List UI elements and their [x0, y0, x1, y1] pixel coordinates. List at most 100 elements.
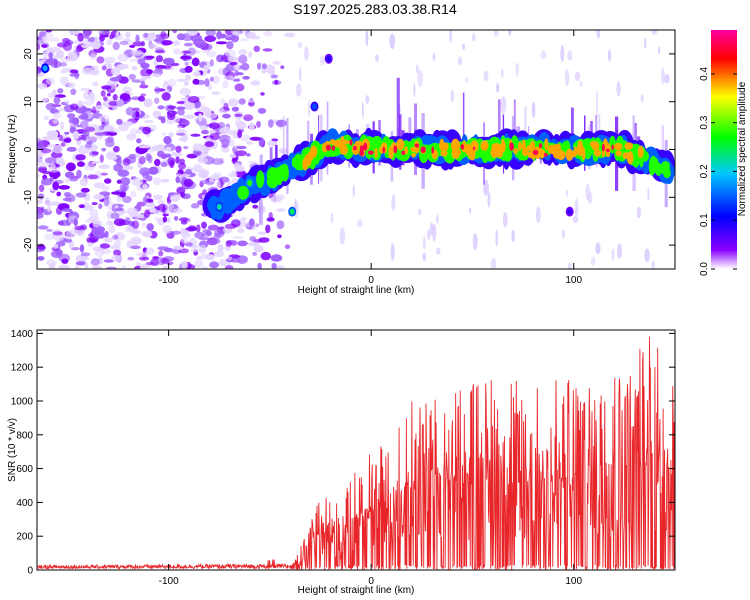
- noise-speck: [47, 144, 56, 148]
- noise-speck: [661, 67, 665, 85]
- ridge-blob: [589, 141, 599, 148]
- noise-speck: [46, 202, 53, 207]
- noise-speck: [161, 132, 167, 136]
- noise-speck: [209, 132, 220, 141]
- noise-speck: [157, 246, 170, 251]
- noise-speck: [94, 248, 105, 257]
- noise-speck: [53, 96, 61, 105]
- noise-speck: [192, 143, 204, 152]
- noise-speck: [41, 44, 48, 48]
- noise-speck: [116, 157, 122, 166]
- noise-speck: [130, 245, 141, 250]
- noise-speck: [204, 141, 215, 148]
- snr-y-ticks: 0 200 400 600 800 1000 1200 1400: [11, 329, 675, 577]
- noise-speck: [66, 55, 75, 60]
- noise-speck: [284, 32, 295, 38]
- noise-speck: [574, 71, 581, 82]
- noise-speck: [167, 105, 177, 110]
- noise-speck: [131, 177, 144, 186]
- noise-speck: [162, 216, 167, 223]
- ridge-blob: [237, 185, 249, 200]
- noise-speck: [250, 80, 261, 86]
- noise-speck: [126, 207, 138, 216]
- noise-speck: [162, 57, 175, 65]
- noise-speck: [101, 65, 107, 71]
- noise-speck: [267, 140, 278, 147]
- ridge-blob: [465, 143, 471, 156]
- noise-speck: [136, 251, 149, 258]
- y-tick-label: 1400: [11, 329, 34, 340]
- noise-speck: [96, 56, 105, 64]
- signal-patch: [312, 103, 317, 110]
- ridge-blob: [460, 144, 465, 150]
- snr-frame: [36, 329, 676, 571]
- noise-speck: [45, 103, 56, 111]
- noise-speck: [267, 69, 276, 75]
- noise-speck: [198, 244, 207, 254]
- noise-speck: [500, 96, 507, 114]
- noise-speck: [257, 62, 261, 70]
- noise-speck: [104, 178, 112, 184]
- noise-speck: [457, 56, 463, 66]
- noise-speck: [194, 259, 204, 268]
- ridge-blob: [637, 145, 644, 158]
- ridge-blob: [491, 143, 501, 151]
- noise-speck: [217, 244, 224, 254]
- heatmap-x-ticks: -100 0 100: [159, 30, 583, 286]
- noise-speck: [41, 136, 52, 141]
- noise-speck: [91, 160, 101, 165]
- noise-speck: [192, 78, 200, 85]
- ridge-blob: [538, 143, 543, 149]
- noise-speck: [112, 41, 120, 51]
- noise-speck: [88, 215, 100, 222]
- y-tick-label: -10: [23, 190, 34, 205]
- noise-speck: [113, 145, 120, 153]
- ridge-blob: [576, 145, 585, 156]
- noise-speck: [450, 89, 455, 103]
- noise-speck: [44, 157, 57, 164]
- noise-speck: [43, 115, 50, 121]
- noise-speck: [53, 243, 59, 249]
- noise-speck: [249, 236, 257, 242]
- noise-speck: [495, 229, 499, 247]
- noise-speck: [72, 130, 80, 140]
- noise-speck: [205, 30, 216, 37]
- noise-speck: [67, 165, 75, 171]
- noise-speck: [449, 30, 453, 43]
- noise-speck: [357, 219, 363, 228]
- noise-speck: [253, 244, 264, 253]
- noise-speck: [56, 157, 64, 161]
- noise-speck: [663, 74, 670, 84]
- noise-speck: [80, 87, 91, 92]
- ridge-blob: [503, 147, 513, 162]
- noise-speck: [225, 49, 236, 58]
- noise-speck: [83, 31, 90, 39]
- ridge-blob: [529, 140, 536, 151]
- noise-speck: [234, 119, 243, 127]
- noise-speck: [184, 74, 192, 81]
- ridge-blob: [611, 144, 614, 151]
- noise-speck: [644, 37, 647, 49]
- noise-speck: [52, 231, 63, 236]
- streak: [498, 99, 501, 154]
- noise-speck: [37, 83, 48, 90]
- noise-speck: [234, 83, 245, 92]
- noise-speck: [201, 266, 208, 269]
- noise-speck: [223, 102, 229, 111]
- noise-speck: [80, 252, 91, 257]
- noise-speck: [78, 114, 88, 120]
- noise-speck: [141, 230, 153, 238]
- noise-speck: [38, 166, 48, 173]
- noise-speck: [131, 65, 138, 71]
- x-tick-label: 100: [565, 576, 582, 587]
- noise-speck: [272, 60, 281, 65]
- noise-speck: [432, 223, 437, 242]
- noise-speck: [154, 158, 161, 167]
- noise-speck: [63, 192, 72, 197]
- noise-speck: [183, 146, 189, 150]
- noise-speck: [151, 145, 164, 151]
- noise-speck: [158, 250, 164, 257]
- y-tick-label: 0: [23, 146, 34, 152]
- noise-speck: [436, 214, 439, 224]
- noise-speck: [111, 67, 121, 76]
